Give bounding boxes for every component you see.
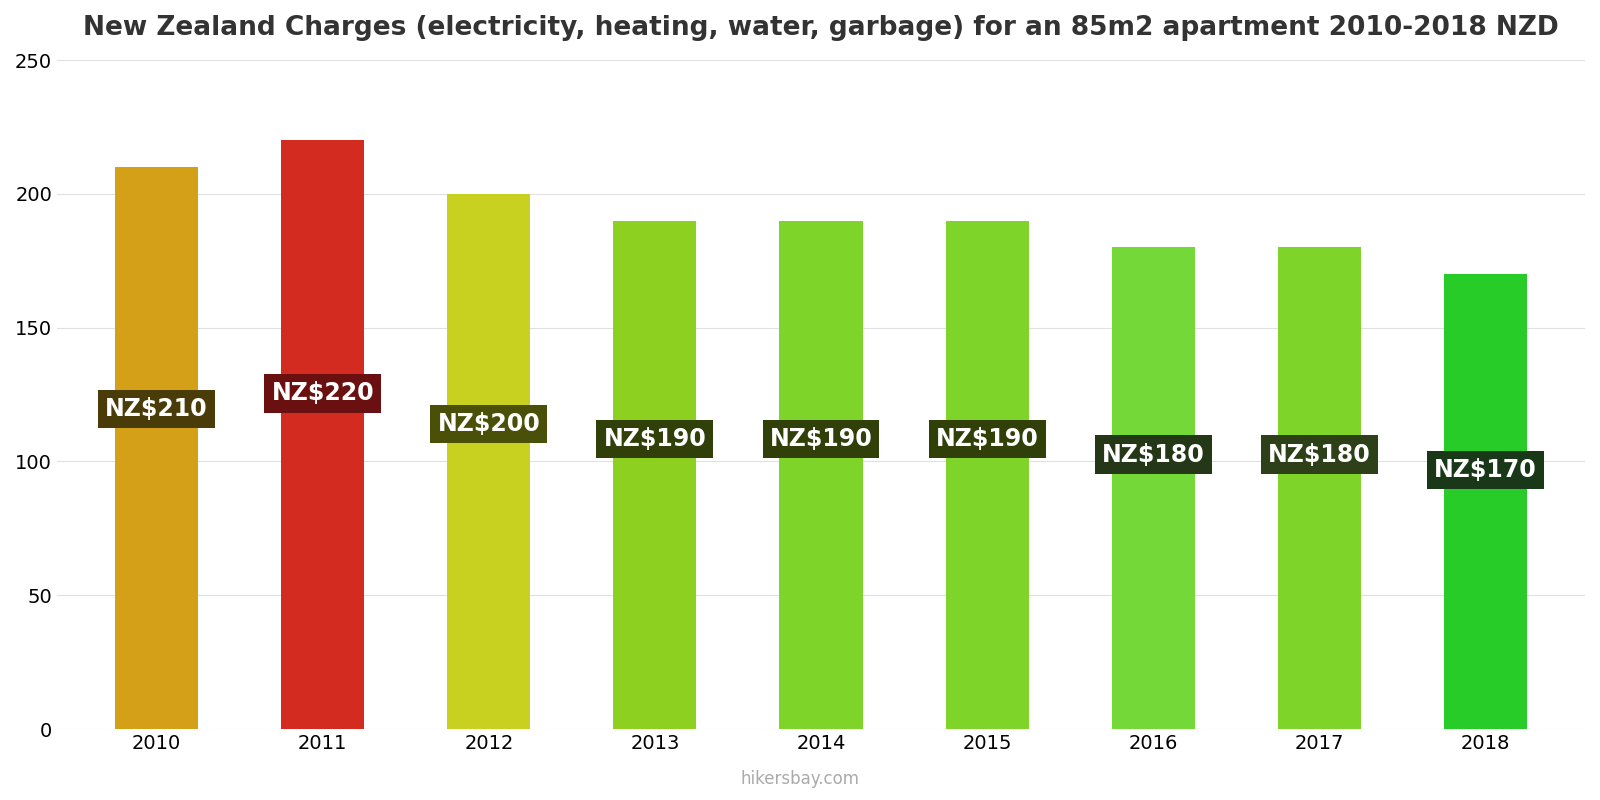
Bar bbox=[448, 194, 530, 729]
Text: NZ$220: NZ$220 bbox=[272, 382, 374, 406]
Text: NZ$180: NZ$180 bbox=[1102, 442, 1205, 466]
Bar bbox=[613, 221, 696, 729]
Bar bbox=[1278, 247, 1360, 729]
Text: hikersbay.com: hikersbay.com bbox=[741, 770, 859, 788]
Text: NZ$200: NZ$200 bbox=[437, 412, 541, 436]
Bar bbox=[946, 221, 1029, 729]
Text: NZ$190: NZ$190 bbox=[770, 427, 872, 451]
Bar bbox=[282, 140, 365, 729]
Bar bbox=[115, 167, 198, 729]
Bar bbox=[1112, 247, 1195, 729]
Text: NZ$190: NZ$190 bbox=[936, 427, 1038, 451]
Title: New Zealand Charges (electricity, heating, water, garbage) for an 85m2 apartment: New Zealand Charges (electricity, heatin… bbox=[83, 15, 1558, 41]
Bar bbox=[1443, 274, 1526, 729]
Text: NZ$170: NZ$170 bbox=[1434, 458, 1536, 482]
Text: NZ$190: NZ$190 bbox=[603, 427, 706, 451]
Text: NZ$180: NZ$180 bbox=[1267, 442, 1371, 466]
Bar bbox=[779, 221, 862, 729]
Text: NZ$210: NZ$210 bbox=[106, 397, 208, 421]
